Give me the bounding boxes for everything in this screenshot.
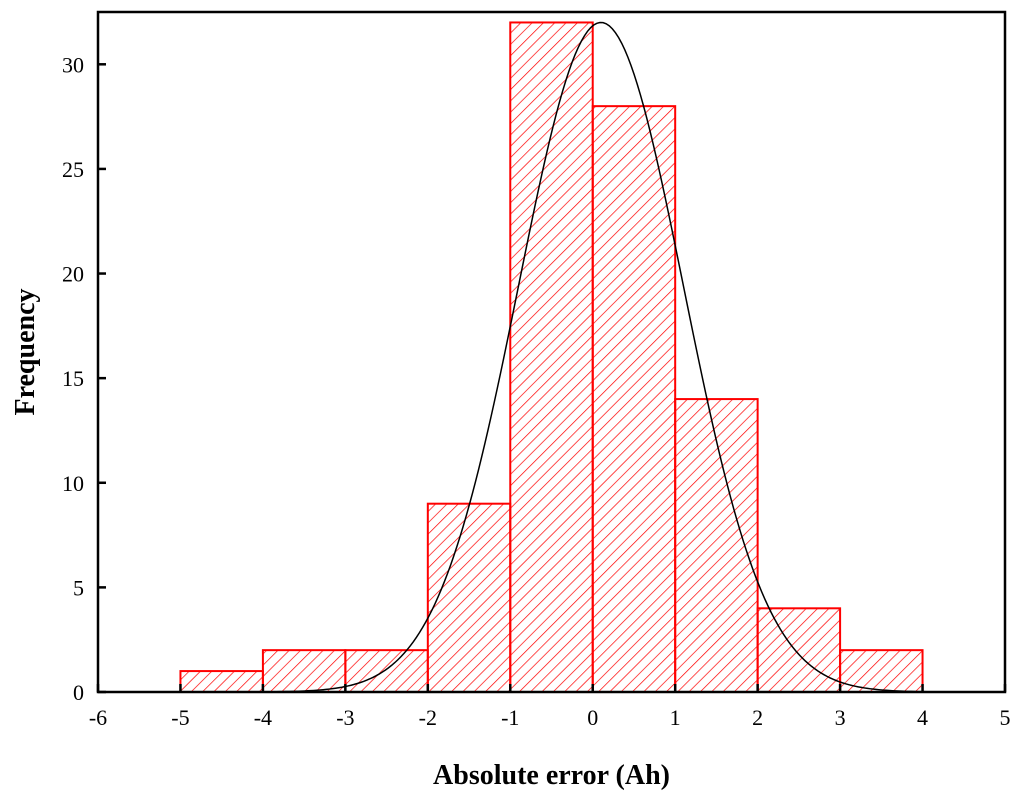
x-tick-label: 2 <box>752 705 763 730</box>
histogram-bar-5 <box>591 105 677 693</box>
x-tick-label: -6 <box>89 705 107 730</box>
x-tick-label: 5 <box>1000 705 1011 730</box>
x-tick-label: -4 <box>254 705 272 730</box>
bars-group <box>179 21 924 694</box>
y-axis: 0 5 10 15 20 25 30 <box>62 52 106 705</box>
x-tick-label: 0 <box>587 705 598 730</box>
histogram-bar-0 <box>179 670 264 693</box>
x-tick-label: 1 <box>670 705 681 730</box>
y-tick-label: 10 <box>62 471 84 496</box>
x-tick-label: -5 <box>171 705 189 730</box>
y-tick-label: 25 <box>62 157 84 182</box>
normal-fit-curve <box>254 21 940 693</box>
y-tick-label: 15 <box>62 366 84 391</box>
x-tick-label: -2 <box>419 705 437 730</box>
histogram-bar-4 <box>509 21 594 693</box>
y-tick-label: 30 <box>62 52 84 77</box>
y-tick-label: 0 <box>73 680 84 705</box>
x-tick-label: 3 <box>835 705 846 730</box>
y-axis-title: Frequency <box>10 288 41 415</box>
x-tick-label: 4 <box>917 705 928 730</box>
histogram-bar-1 <box>261 649 347 694</box>
histogram-bar-6 <box>674 398 759 693</box>
x-tick-label: -1 <box>501 705 519 730</box>
x-axis-title: Absolute error (Ah) <box>433 760 670 791</box>
histogram-bar-2 <box>344 649 429 694</box>
histogram-bar-7 <box>756 607 842 693</box>
histogram-bar-3 <box>426 502 512 694</box>
y-tick-label: 20 <box>62 262 84 287</box>
x-axis: -6 -5 -4 -3 -2 -1 0 1 2 3 4 5 <box>89 684 1011 730</box>
x-tick-label: -3 <box>336 705 354 730</box>
y-tick-label: 5 <box>73 575 84 600</box>
plot-frame <box>96 10 1007 694</box>
